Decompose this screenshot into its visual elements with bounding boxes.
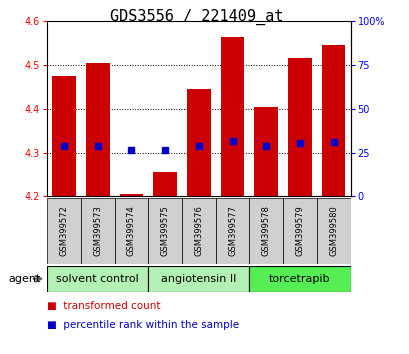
Bar bbox=[119, 194, 143, 196]
Bar bbox=[321, 45, 345, 196]
Text: GSM399575: GSM399575 bbox=[160, 206, 169, 256]
Bar bbox=[283, 198, 316, 264]
Bar bbox=[52, 76, 76, 196]
Text: GSM399576: GSM399576 bbox=[194, 206, 203, 256]
Bar bbox=[182, 198, 215, 264]
Text: torcetrapib: torcetrapib bbox=[269, 274, 330, 284]
Text: ■  percentile rank within the sample: ■ percentile rank within the sample bbox=[47, 320, 239, 330]
Text: GSM399578: GSM399578 bbox=[261, 206, 270, 256]
Bar bbox=[153, 172, 177, 196]
Bar bbox=[86, 63, 109, 196]
Bar bbox=[316, 198, 350, 264]
Bar bbox=[254, 107, 277, 196]
Bar bbox=[249, 198, 283, 264]
Bar bbox=[187, 89, 210, 196]
Bar bbox=[148, 266, 249, 292]
Bar bbox=[47, 198, 81, 264]
Bar bbox=[47, 266, 148, 292]
Bar bbox=[148, 198, 182, 264]
Text: GDS3556 / 221409_at: GDS3556 / 221409_at bbox=[110, 9, 283, 25]
Text: GSM399574: GSM399574 bbox=[127, 206, 136, 256]
Bar bbox=[215, 198, 249, 264]
Text: GSM399577: GSM399577 bbox=[227, 206, 236, 256]
Text: GSM399579: GSM399579 bbox=[295, 206, 304, 256]
Text: agent: agent bbox=[8, 274, 40, 284]
Bar bbox=[81, 198, 114, 264]
Text: angiotensin II: angiotensin II bbox=[161, 274, 236, 284]
Bar bbox=[249, 266, 350, 292]
Bar bbox=[220, 36, 244, 196]
Text: GSM399573: GSM399573 bbox=[93, 206, 102, 256]
Bar bbox=[288, 58, 311, 196]
Text: GSM399580: GSM399580 bbox=[328, 206, 337, 256]
Text: solvent control: solvent control bbox=[56, 274, 139, 284]
Text: ■  transformed count: ■ transformed count bbox=[47, 301, 160, 311]
Bar bbox=[114, 198, 148, 264]
Text: GSM399572: GSM399572 bbox=[59, 206, 68, 256]
